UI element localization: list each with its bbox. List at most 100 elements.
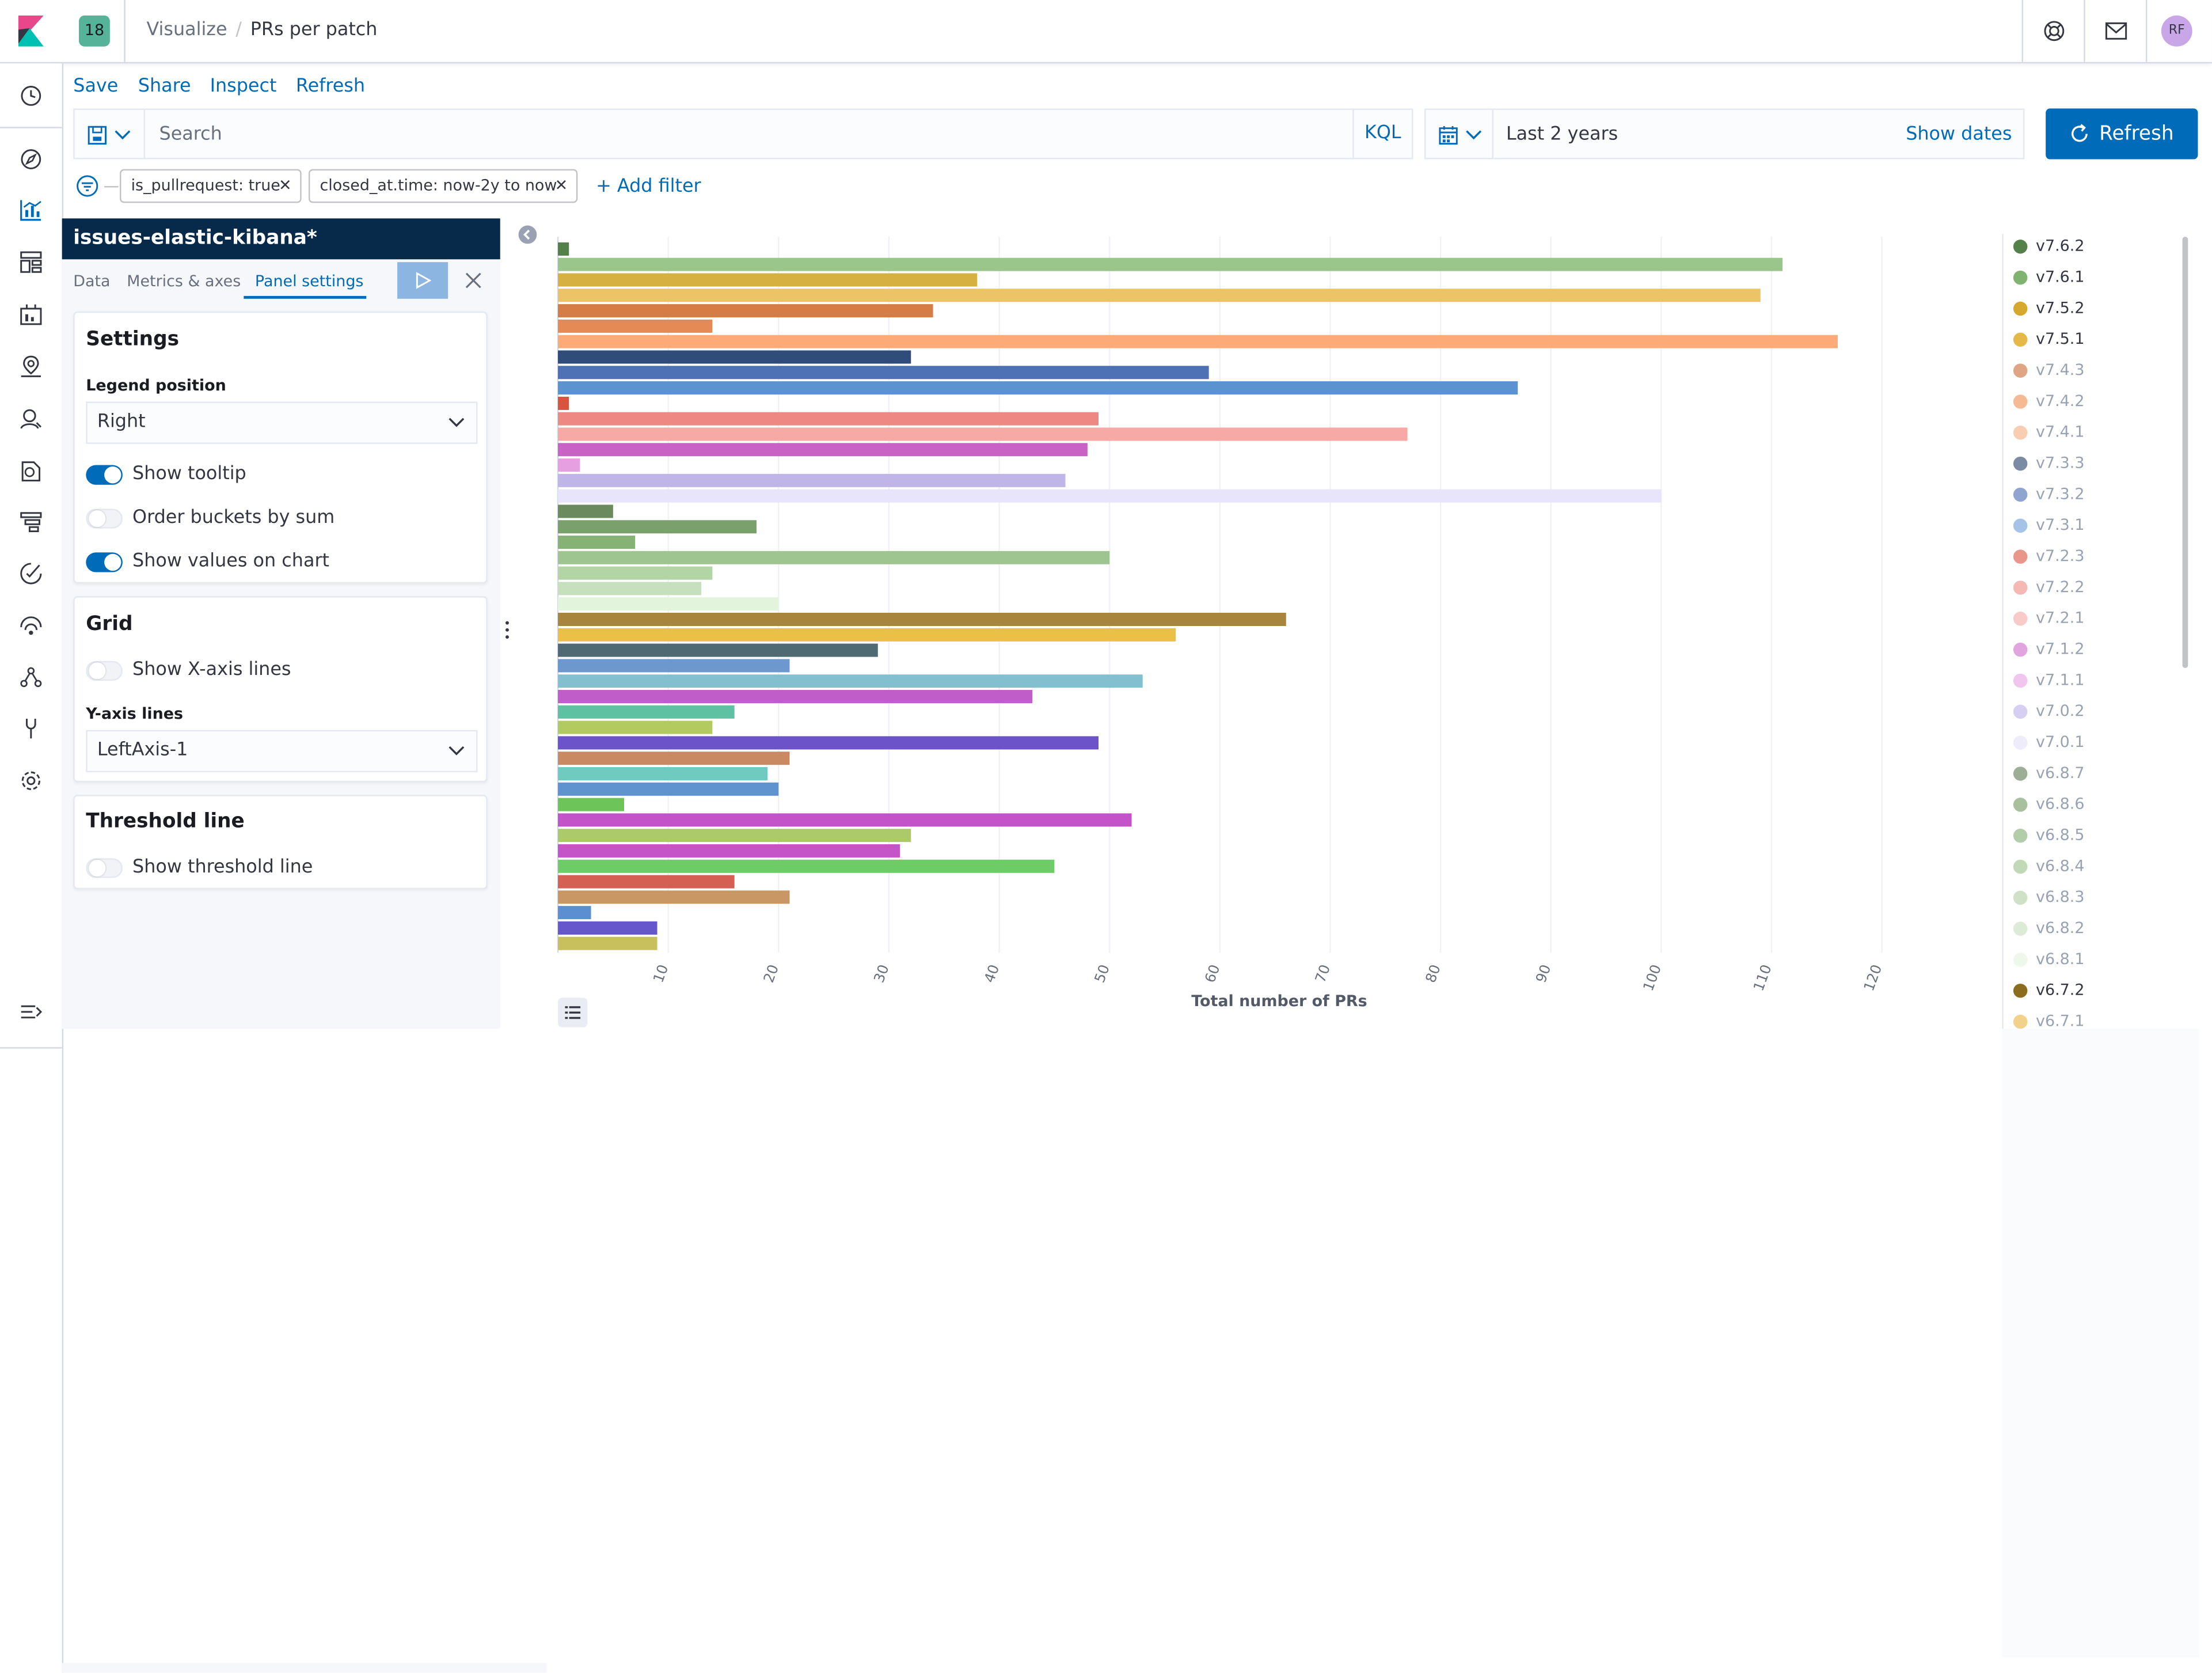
- chart-bar[interactable]: [558, 473, 1066, 487]
- query-language-button[interactable]: KQL: [1352, 109, 1412, 158]
- chart-bar[interactable]: [558, 289, 1761, 302]
- uptime-icon[interactable]: [18, 561, 44, 586]
- legend-label[interactable]: v7.2.1: [2036, 609, 2085, 627]
- chart-bar[interactable]: [558, 536, 636, 549]
- bar-chart[interactable]: 10 20 30 40 50 60 70 80 90 100 110 120 Total number…: [549, 226, 2001, 1029]
- chart-bar[interactable]: [558, 242, 569, 256]
- chart-bar[interactable]: [558, 443, 1088, 457]
- legend-label[interactable]: v6.8.2: [2036, 919, 2085, 938]
- chart-bar[interactable]: [558, 921, 657, 935]
- share-link[interactable]: Share: [138, 76, 191, 97]
- legend-color-dot[interactable]: [2013, 921, 2028, 936]
- legend-position-select[interactable]: Right: [86, 401, 478, 444]
- tab-panel-settings[interactable]: Panel settings: [254, 272, 364, 291]
- legend-color-dot[interactable]: [2013, 767, 2028, 781]
- chart-bar[interactable]: [558, 504, 613, 518]
- chart-bar[interactable]: [558, 597, 779, 611]
- apply-changes-button[interactable]: [397, 262, 449, 299]
- chart-bar[interactable]: [558, 366, 1209, 380]
- legend-label[interactable]: v6.7.1: [2036, 1012, 2085, 1029]
- legend-label[interactable]: v6.8.7: [2036, 764, 2085, 783]
- chart-bar[interactable]: [558, 736, 1099, 750]
- chart-bar[interactable]: [558, 412, 1099, 426]
- legend-color-dot[interactable]: [2013, 363, 2028, 378]
- legend-label[interactable]: v6.8.5: [2036, 826, 2085, 844]
- legend-label[interactable]: v7.0.2: [2036, 701, 2085, 720]
- legend-color-dot[interactable]: [2013, 642, 2028, 657]
- chart-bar[interactable]: [558, 798, 625, 811]
- visualize-icon[interactable]: [18, 198, 44, 223]
- filter-pill[interactable]: is_pullrequest: true ✕: [120, 169, 302, 203]
- maps-icon[interactable]: [18, 354, 44, 379]
- dashboard-icon[interactable]: [18, 249, 44, 275]
- discover-icon[interactable]: [18, 146, 44, 172]
- avatar[interactable]: RF: [2161, 15, 2192, 47]
- resize-handle-icon[interactable]: [503, 620, 512, 640]
- legend-color-dot[interactable]: [2013, 890, 2028, 905]
- chart-bar[interactable]: [558, 396, 569, 410]
- chart-bar[interactable]: [558, 257, 1783, 271]
- collapse-nav-icon[interactable]: [18, 999, 44, 1025]
- legend-label[interactable]: v7.5.1: [2036, 329, 2085, 348]
- legend-label[interactable]: v7.4.2: [2036, 392, 2085, 411]
- y-axis-lines-select[interactable]: LeftAxis-1: [86, 730, 478, 773]
- legend-color-dot[interactable]: [2013, 984, 2028, 998]
- chart-bar[interactable]: [558, 582, 702, 595]
- chart-bar[interactable]: [558, 612, 1286, 627]
- switch[interactable]: [86, 858, 123, 878]
- legend-label[interactable]: v7.3.3: [2036, 453, 2085, 472]
- legend-color-dot[interactable]: [2013, 1014, 2028, 1029]
- dev-tools-icon[interactable]: [18, 716, 44, 741]
- legend-label[interactable]: v7.3.2: [2036, 484, 2085, 503]
- filter-pill[interactable]: closed_at.time: now-2y to now ✕: [308, 169, 578, 203]
- legend-color-dot[interactable]: [2013, 487, 2028, 502]
- switch[interactable]: [86, 509, 123, 529]
- chart-bar[interactable]: [558, 566, 713, 580]
- chart-bar[interactable]: [558, 489, 1662, 503]
- chart-bar[interactable]: [558, 427, 1408, 441]
- chart-bar[interactable]: [558, 859, 1055, 873]
- legend-color-dot[interactable]: [2013, 301, 2028, 316]
- chart-bar[interactable]: [558, 319, 713, 333]
- legend-scrollbar[interactable]: [2182, 237, 2188, 668]
- legend-color-dot[interactable]: [2013, 798, 2028, 812]
- chart-bar[interactable]: [558, 520, 757, 534]
- legend-label[interactable]: v6.8.3: [2036, 887, 2085, 906]
- legend-label[interactable]: v7.2.3: [2036, 547, 2085, 566]
- chart-bar[interactable]: [558, 659, 790, 673]
- legend-label[interactable]: v6.8.4: [2036, 856, 2085, 875]
- legend-color-dot[interactable]: [2013, 456, 2028, 471]
- chart-bar[interactable]: [558, 906, 591, 920]
- legend-label[interactable]: v7.6.2: [2036, 237, 2085, 255]
- legend-label[interactable]: v6.8.1: [2036, 950, 2085, 969]
- chart-bar[interactable]: [558, 335, 1838, 348]
- legend-color-dot[interactable]: [2013, 859, 2028, 874]
- newsfeed-button[interactable]: [2084, 0, 2147, 62]
- user-menu-button[interactable]: [2145, 0, 2209, 62]
- management-gear-icon[interactable]: [18, 768, 44, 794]
- legend-color-dot[interactable]: [2013, 332, 2028, 347]
- collapse-sidebar-icon[interactable]: [518, 225, 537, 244]
- space-badge[interactable]: 18: [79, 15, 110, 47]
- legend-color-dot[interactable]: [2013, 673, 2028, 688]
- search-input[interactable]: [145, 109, 1354, 158]
- legend-color-dot[interactable]: [2013, 704, 2028, 719]
- legend-color-dot[interactable]: [2013, 612, 2028, 626]
- chart-bar[interactable]: [558, 705, 735, 719]
- legend-color-dot[interactable]: [2013, 518, 2028, 533]
- legend-toggle-button[interactable]: [558, 997, 588, 1027]
- legend-color-dot[interactable]: [2013, 581, 2028, 595]
- refresh-button[interactable]: Refresh: [2046, 108, 2198, 160]
- legend-color-dot[interactable]: [2013, 549, 2028, 564]
- legend-label[interactable]: v7.1.1: [2036, 670, 2085, 689]
- legend-label[interactable]: v7.3.1: [2036, 515, 2085, 534]
- chart-bar[interactable]: [558, 782, 779, 796]
- canvas-icon[interactable]: [18, 302, 44, 327]
- legend-color-dot[interactable]: [2013, 953, 2028, 967]
- help-menu-button[interactable]: [2021, 0, 2085, 62]
- legend-label[interactable]: v7.4.1: [2036, 423, 2085, 441]
- legend-label[interactable]: v7.0.1: [2036, 733, 2085, 752]
- legend-color-dot[interactable]: [2013, 828, 2028, 843]
- inspect-link[interactable]: Inspect: [210, 76, 277, 97]
- chart-bar[interactable]: [558, 628, 1176, 642]
